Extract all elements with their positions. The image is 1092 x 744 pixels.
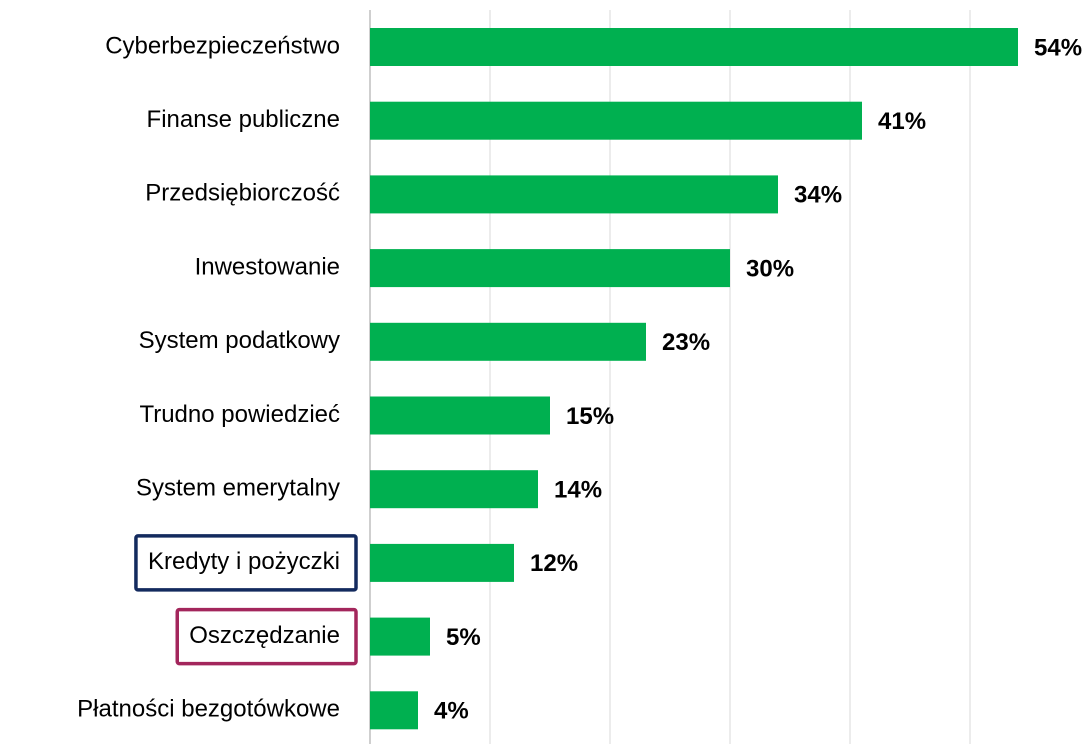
bar — [370, 396, 550, 435]
category-label: System emerytalny — [136, 475, 340, 502]
category-label: Finanse publiczne — [147, 106, 340, 133]
value-label: 5% — [446, 624, 481, 651]
bar — [370, 28, 1018, 66]
bar — [370, 691, 418, 730]
value-label: 34% — [794, 182, 842, 209]
bar — [370, 617, 430, 656]
value-label: 12% — [530, 550, 578, 577]
category-label: System podatkowy — [139, 327, 340, 354]
bar — [370, 322, 646, 361]
bar — [370, 249, 730, 288]
category-label: Płatności bezgotówkowe — [77, 696, 340, 723]
bar — [370, 101, 862, 140]
value-label: 15% — [566, 403, 614, 430]
highlight-box — [134, 534, 358, 592]
value-label: 4% — [434, 698, 469, 725]
value-label: 54% — [1034, 34, 1082, 61]
category-label: Trudno powiedzieć — [139, 401, 340, 428]
category-label: Oszczędzanie — [189, 622, 340, 649]
category-label: Przedsiębiorczość — [145, 180, 340, 207]
bar — [370, 470, 538, 509]
value-label: 23% — [662, 329, 710, 356]
value-label: 14% — [554, 477, 602, 504]
value-label: 41% — [878, 108, 926, 135]
category-label: Inwestowanie — [195, 253, 340, 280]
value-label: 30% — [746, 255, 794, 282]
highlight-box — [175, 607, 358, 666]
category-label: Kredyty i pożyczki — [148, 548, 340, 575]
bar — [370, 543, 514, 582]
bar — [370, 175, 778, 214]
category-label: Cyberbezpieczeństwo — [105, 32, 340, 59]
